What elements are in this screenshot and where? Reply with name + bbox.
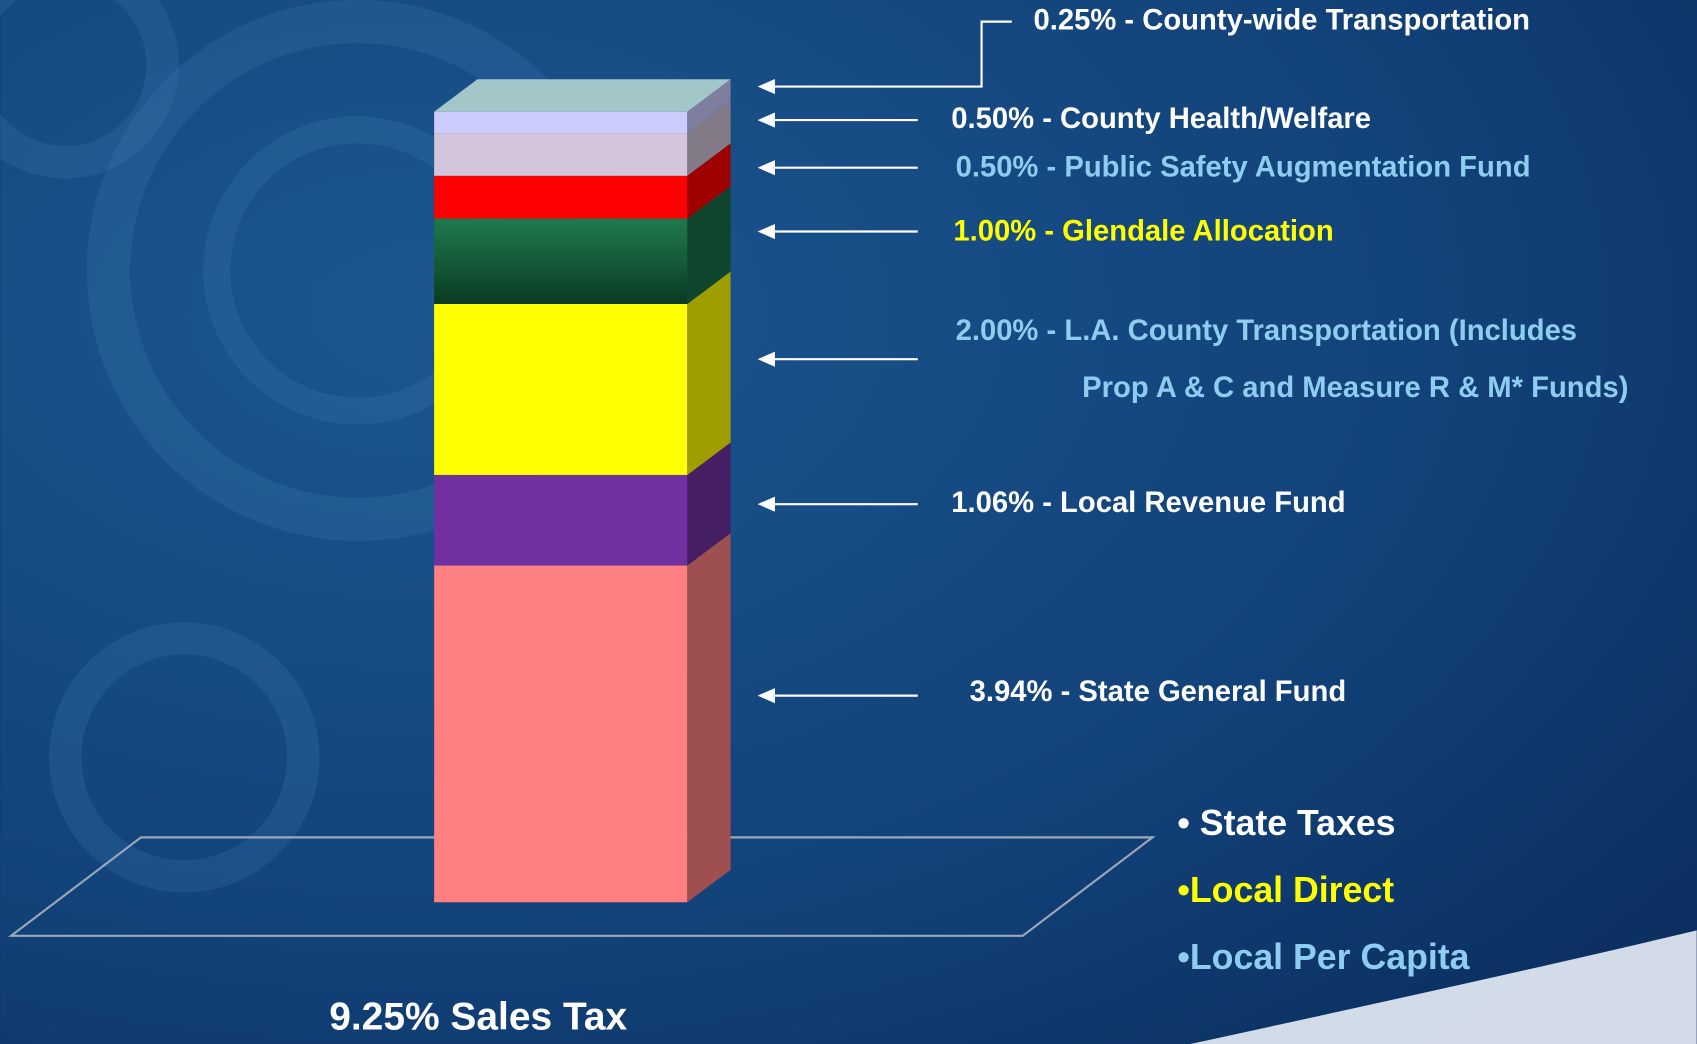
bar-top: [434, 79, 731, 112]
arrow-line: [770, 20, 1012, 88]
bar-segment: [434, 218, 688, 305]
bar-segment: [434, 175, 688, 219]
bar-segment: [434, 111, 688, 134]
corner-wave: [1190, 930, 1697, 1044]
x-label: 9.25% Sales Tax: [329, 995, 627, 1038]
legend-entry: •Local Per Capita: [1177, 937, 1470, 977]
arrow-head: [757, 688, 775, 704]
segment-label: 1.00% - Glendale Allocation: [953, 215, 1333, 247]
arrow-head: [757, 78, 775, 95]
bar-segment-side: [687, 186, 731, 305]
segment-label: 0.50% - Public Safety Augmentation Fund: [956, 151, 1531, 183]
floor: [7, 836, 1156, 937]
arrow-head: [757, 496, 775, 512]
bar-segment-side: [687, 533, 731, 903]
bar-segment-side: [687, 79, 731, 134]
legend-entry: •Local Direct: [1177, 870, 1394, 910]
bar-segment: [434, 474, 688, 566]
bar-segment: [434, 304, 688, 475]
arrow-head: [757, 112, 775, 128]
bar-segment: [434, 565, 688, 903]
bar-segment-side: [687, 143, 731, 219]
bar-segment-side: [687, 271, 731, 475]
arrow-head: [757, 223, 775, 240]
segment-label: 1.06% - Local Revenue Fund: [951, 487, 1345, 519]
arrow-head: [757, 160, 775, 176]
segment-label: 3.94% - State General Fund: [970, 676, 1347, 708]
segment-label: 0.50% - County Health/Welfare: [951, 103, 1371, 135]
segment-label: 2.00% - L.A. County Transportation (Incl…: [956, 315, 1577, 347]
segment-label: Prop A & C and Measure R & M* Funds): [1082, 372, 1628, 404]
bar-segment-side: [687, 100, 731, 176]
bar-segment: [434, 133, 688, 176]
legend-entry: • State Taxes: [1177, 803, 1395, 843]
arrow-head: [757, 351, 775, 367]
segment-label: 0.25% - County-wide Transportation: [1033, 4, 1530, 36]
bar-segment-side: [687, 442, 731, 566]
